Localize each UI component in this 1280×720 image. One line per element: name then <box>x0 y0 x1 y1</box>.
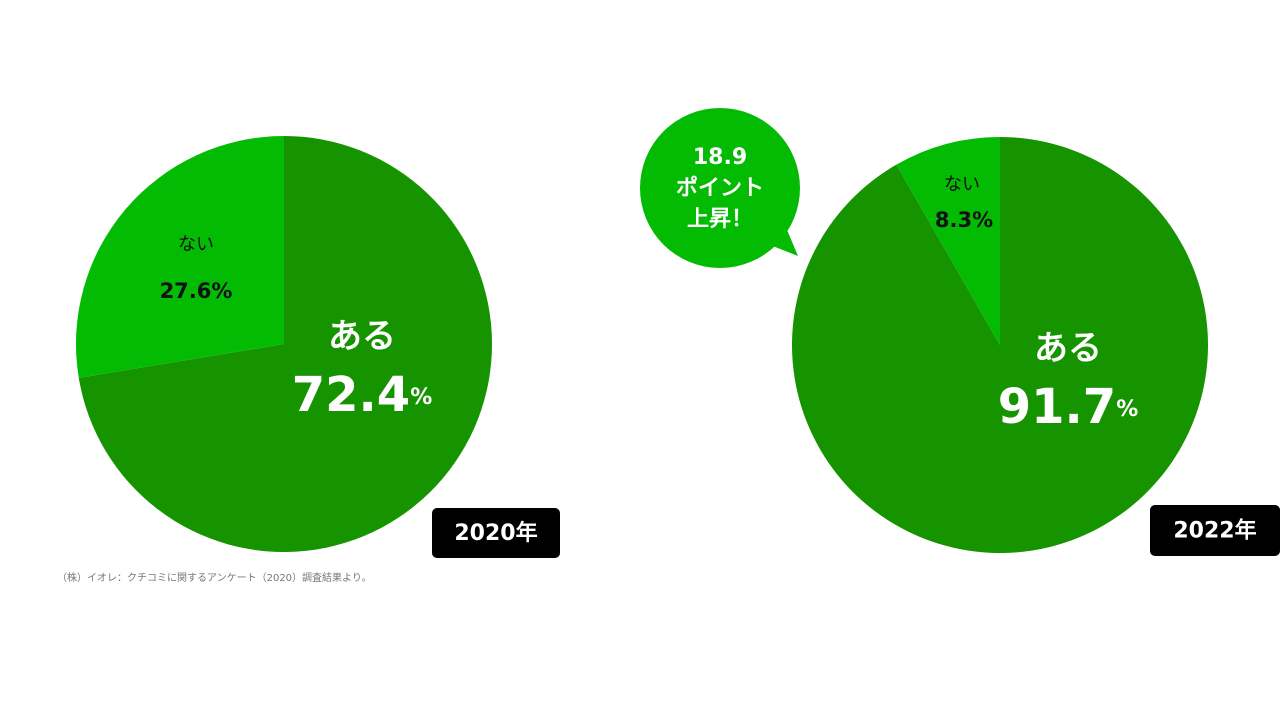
slice-label: ある <box>328 317 396 357</box>
year-label: 2022年 <box>1173 518 1256 544</box>
slice-label: ある <box>1034 329 1102 369</box>
value-unit: % <box>1116 397 1138 422</box>
year-box <box>432 508 560 558</box>
callout-text: ポイント <box>676 175 764 201</box>
callout-text: 18.9 <box>693 145 747 170</box>
value-number: 72.4 <box>292 367 410 423</box>
callout-text: 上昇！ <box>687 207 753 232</box>
year-box <box>1150 505 1280 556</box>
pie-slice <box>896 137 1000 345</box>
pie-slice <box>76 136 284 378</box>
value-label: 91.7% <box>998 379 1138 435</box>
value-unit: % <box>410 385 432 410</box>
slice-label: ない <box>178 234 214 255</box>
source-note: （株）イオレ：クチコミに関するアンケート（2020）調査結果より。 <box>57 571 372 584</box>
value-label: 27.6% <box>160 279 233 303</box>
slice-label: ない <box>944 174 980 195</box>
pie-slice <box>792 137 1208 553</box>
year-label: 2020年 <box>454 520 537 546</box>
value-number: 91.7 <box>998 379 1116 435</box>
pie-slice <box>78 136 493 552</box>
callout-bubble <box>640 108 800 268</box>
value-label: 8.3% <box>935 208 993 232</box>
value-label: 72.4% <box>292 367 432 423</box>
